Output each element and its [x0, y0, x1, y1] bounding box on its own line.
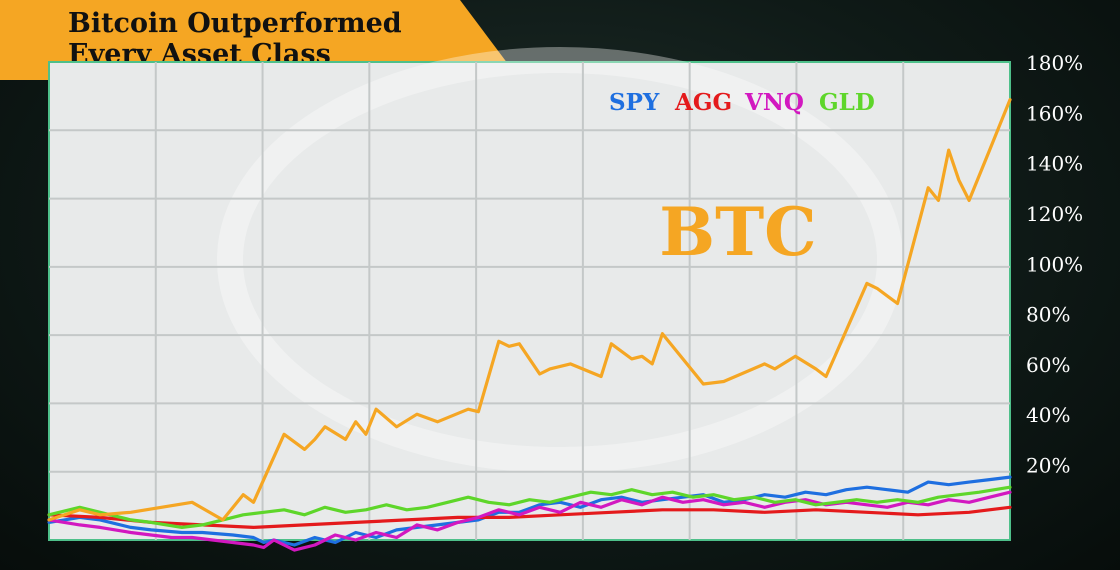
y-tick-label: 20% — [1026, 454, 1070, 478]
y-tick-label: 120% — [1026, 202, 1083, 226]
legend-entry-agg: AGG — [674, 89, 732, 116]
btc-label: BTC — [659, 193, 816, 271]
y-tick-label: 40% — [1026, 403, 1070, 427]
series-line-agg — [47, 505, 1012, 530]
series-line-btc — [47, 98, 1012, 522]
plot-area — [48, 61, 1011, 541]
y-tick-label: 60% — [1026, 353, 1070, 377]
series-line-vnq — [47, 490, 1012, 552]
y-tick-label: 140% — [1026, 152, 1083, 176]
legend-entry-gld: GLD — [819, 89, 875, 116]
background-watermark — [217, 47, 903, 473]
legend-entry-spy: SPY — [609, 89, 660, 116]
legend-entry-vnq: VNQ — [744, 89, 804, 116]
y-tick-label: 100% — [1026, 252, 1083, 276]
y-tick-label: 160% — [1026, 101, 1083, 125]
chart-title-line-1: Bitcoin Outperformed — [68, 8, 402, 39]
series-line-spy — [47, 475, 1012, 547]
y-tick-label: 80% — [1026, 303, 1070, 327]
series-line-gld — [47, 485, 1012, 530]
y-tick-label: 180% — [1026, 51, 1083, 75]
